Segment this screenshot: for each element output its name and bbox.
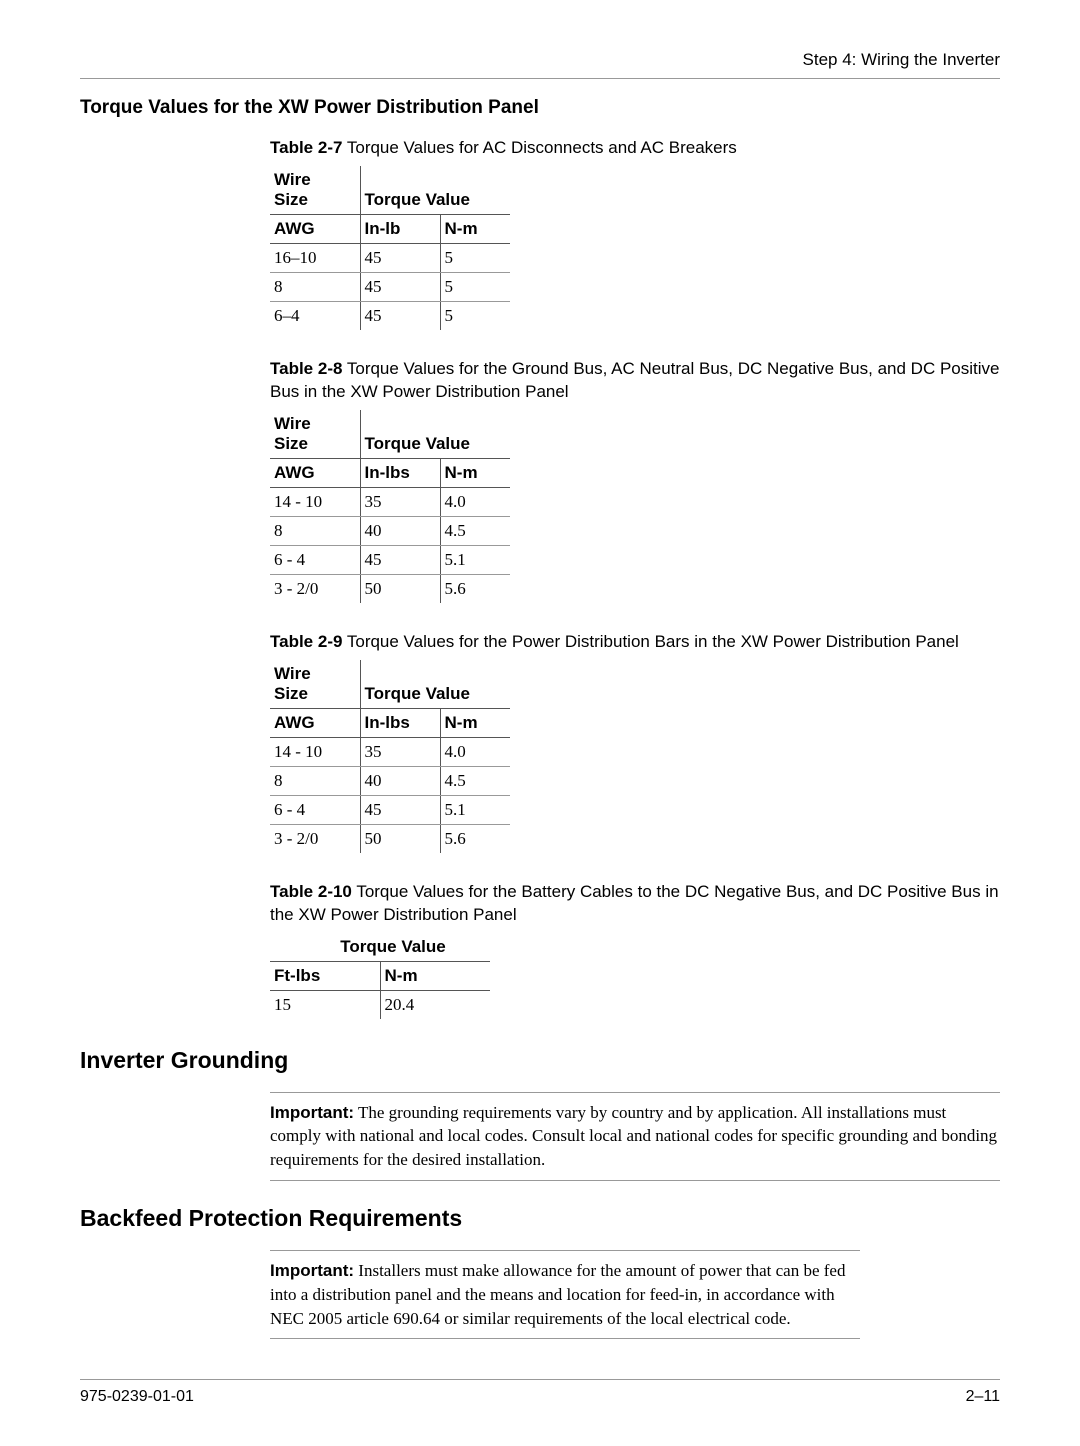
step-label: Step 4: Wiring the Inverter [803, 50, 1000, 69]
cell: 4.0 [440, 737, 510, 766]
cell: 5.1 [440, 545, 510, 574]
table-2-9-block: Table 2-9 Torque Values for the Power Di… [270, 631, 1000, 853]
cell: 4.5 [440, 516, 510, 545]
cell: 14 - 10 [270, 737, 360, 766]
cell: 8 [270, 516, 360, 545]
page-header: Step 4: Wiring the Inverter [80, 50, 1000, 79]
table-2-9: Wire Size Torque Value AWG In-lbs N-m 14… [270, 660, 510, 853]
table-2-7-caption: Table 2-7 Torque Values for AC Disconnec… [270, 137, 1000, 160]
cell: 5.6 [440, 824, 510, 853]
note-text: Installers must make allowance for the a… [270, 1261, 845, 1328]
cell: 40 [360, 766, 440, 795]
cell: 6–4 [270, 301, 360, 330]
table-2-10-desc: Torque Values for the Battery Cables to … [270, 882, 999, 924]
cell: 40 [360, 516, 440, 545]
doc-number: 975-0239-01-01 [80, 1388, 194, 1406]
col-nm: N-m [380, 961, 490, 990]
table-2-8-block: Table 2-8 Torque Values for the Ground B… [270, 358, 1000, 603]
table-2-9-body: 14 - 10354.0 8404.5 6 - 4455.1 3 - 2/050… [270, 737, 510, 853]
table-2-8-body: 14 - 10354.0 8404.5 6 - 4455.1 3 - 2/050… [270, 487, 510, 603]
cell: 16–10 [270, 243, 360, 272]
section-torque-heading: Torque Values for the XW Power Distribut… [80, 97, 1000, 119]
col-nm: N-m [440, 214, 510, 243]
col-inlbs: In-lbs [360, 458, 440, 487]
cell: 5 [440, 272, 510, 301]
col-wire-size: Wire Size [270, 410, 360, 459]
cell: 4.0 [440, 487, 510, 516]
table-2-8-caption: Table 2-8 Torque Values for the Ground B… [270, 358, 1000, 404]
cell: 45 [360, 243, 440, 272]
cell: 5 [440, 301, 510, 330]
table-2-10-block: Table 2-10 Torque Values for the Battery… [270, 881, 1000, 1019]
page-footer: 975-0239-01-01 2–11 [80, 1379, 1000, 1406]
table-2-7-block: Table 2-7 Torque Values for AC Disconnec… [270, 137, 1000, 330]
cell: 5.1 [440, 795, 510, 824]
col-torque-value: Torque Value [360, 410, 510, 459]
col-inlbs: In-lbs [360, 708, 440, 737]
cell: 4.5 [440, 766, 510, 795]
col-awg: AWG [270, 708, 360, 737]
cell: 5.6 [440, 574, 510, 603]
table-2-7-body: 16–10455 8455 6–4455 [270, 243, 510, 330]
col-awg: AWG [270, 214, 360, 243]
cell: 45 [360, 272, 440, 301]
col-awg: AWG [270, 458, 360, 487]
section-inverter-grounding: Inverter Grounding [80, 1047, 1000, 1074]
table-2-8-label: Table 2-8 [270, 359, 342, 378]
col-torque-value: Torque Value [270, 933, 490, 962]
cell: 6 - 4 [270, 545, 360, 574]
cell: 5 [440, 243, 510, 272]
cell: 45 [360, 795, 440, 824]
table-2-8-desc: Torque Values for the Ground Bus, AC Neu… [270, 359, 999, 401]
cell: 35 [360, 487, 440, 516]
table-2-10: Torque Value Ft-lbs N-m 1520.4 [270, 933, 490, 1019]
cell: 45 [360, 301, 440, 330]
table-2-10-body: 1520.4 [270, 990, 490, 1019]
cell: 50 [360, 824, 440, 853]
cell: 3 - 2/0 [270, 574, 360, 603]
cell: 35 [360, 737, 440, 766]
col-torque-value: Torque Value [360, 660, 510, 709]
note-label: Important: [270, 1261, 354, 1280]
cell: 50 [360, 574, 440, 603]
col-nm: N-m [440, 458, 510, 487]
table-2-9-label: Table 2-9 [270, 632, 342, 651]
cell: 20.4 [380, 990, 490, 1019]
col-ftlbs: Ft-lbs [270, 961, 380, 990]
table-2-7-desc: Torque Values for AC Disconnects and AC … [347, 138, 737, 157]
note-label: Important: [270, 1103, 354, 1122]
note-text: The grounding requirements vary by count… [270, 1103, 997, 1170]
col-wire-size: Wire Size [270, 166, 360, 215]
table-2-9-desc: Torque Values for the Power Distribution… [347, 632, 959, 651]
table-2-8: Wire Size Torque Value AWG In-lbs N-m 14… [270, 410, 510, 603]
cell: 45 [360, 545, 440, 574]
col-inlb: In-lb [360, 214, 440, 243]
cell: 14 - 10 [270, 487, 360, 516]
table-2-9-caption: Table 2-9 Torque Values for the Power Di… [270, 631, 1000, 654]
table-2-10-caption: Table 2-10 Torque Values for the Battery… [270, 881, 1000, 927]
col-nm: N-m [440, 708, 510, 737]
table-2-7-label: Table 2-7 [270, 138, 342, 157]
table-2-7: Wire Size Torque Value AWG In-lb N-m 16–… [270, 166, 510, 330]
cell: 6 - 4 [270, 795, 360, 824]
col-torque-value: Torque Value [360, 166, 510, 215]
table-2-10-label: Table 2-10 [270, 882, 352, 901]
cell: 8 [270, 272, 360, 301]
cell: 15 [270, 990, 380, 1019]
cell: 3 - 2/0 [270, 824, 360, 853]
page-number: 2–11 [966, 1388, 1000, 1406]
section-backfeed: Backfeed Protection Requirements [80, 1205, 1000, 1232]
col-wire-size: Wire Size [270, 660, 360, 709]
cell: 8 [270, 766, 360, 795]
important-note-grounding: Important: The grounding requirements va… [270, 1092, 1000, 1181]
important-note-backfeed: Important: Installers must make allowanc… [270, 1250, 860, 1339]
